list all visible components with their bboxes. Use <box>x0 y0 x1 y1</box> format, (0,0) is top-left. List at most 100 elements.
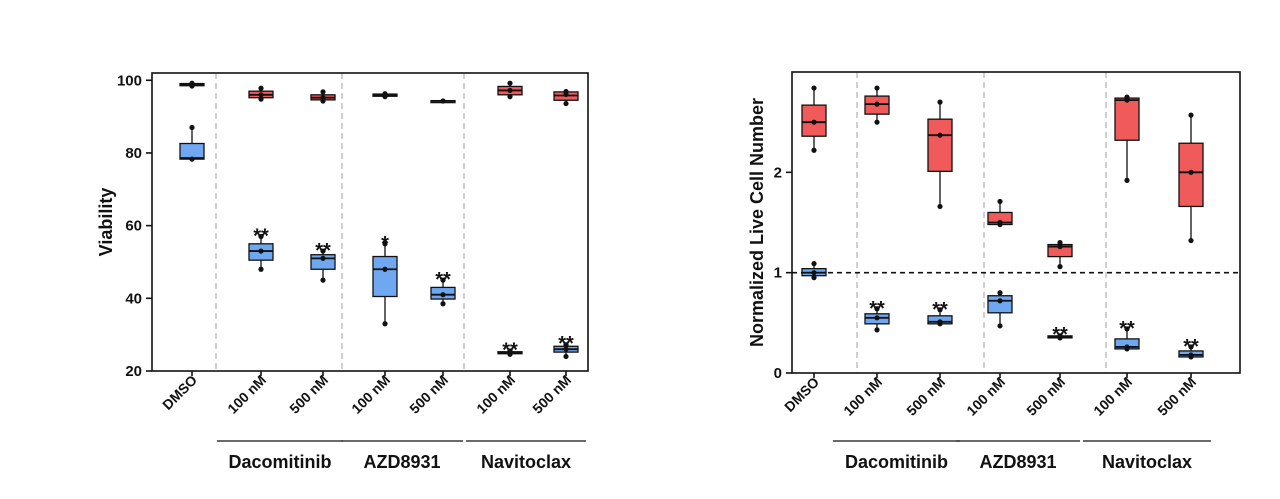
data-point <box>440 277 446 283</box>
box-blue-500nm <box>1178 344 1204 360</box>
category-label: 100 nM <box>1090 374 1135 419</box>
data-point <box>1124 177 1130 183</box>
group-label: Dacomitinib <box>845 452 948 472</box>
data-point <box>1124 94 1130 100</box>
significance-marker: ** <box>1119 318 1135 340</box>
box-body <box>372 255 398 298</box>
data-point <box>382 91 388 97</box>
box-red-100nm <box>372 91 398 100</box>
data-point <box>258 85 264 91</box>
data-point <box>874 327 880 333</box>
plot-frame <box>791 71 1241 374</box>
category-label: DMSO <box>781 374 822 415</box>
y-tick-label: 2 <box>774 164 782 181</box>
data-point <box>997 198 1003 205</box>
data-point <box>874 315 880 321</box>
significance-marker: ** <box>253 226 269 248</box>
category-label: 500 nM <box>1023 374 1068 419</box>
data-point <box>1188 169 1194 175</box>
box-red-dmso <box>801 85 827 153</box>
box-red-100nm <box>248 85 274 102</box>
y-tick-label: 60 <box>125 218 142 235</box>
data-point <box>997 323 1003 329</box>
y-tick-label: 100 <box>117 72 142 89</box>
category-label: 500 nM <box>286 372 331 417</box>
data-point <box>811 275 817 281</box>
data-point <box>1057 239 1063 246</box>
y-axis-title: Viability <box>96 188 116 257</box>
box-blue-100nm <box>987 290 1013 329</box>
data-point <box>320 248 326 254</box>
box-red-100nm <box>1114 94 1140 183</box>
data-point <box>320 89 326 95</box>
data-point <box>320 95 326 101</box>
data-point <box>811 119 817 125</box>
y-tick-label: 1 <box>774 265 782 282</box>
data-point <box>563 100 569 107</box>
box-red-500nm <box>1047 239 1073 270</box>
box-red-500nm <box>927 99 953 210</box>
data-point <box>874 101 880 107</box>
data-point <box>563 342 569 348</box>
data-point <box>1057 333 1063 339</box>
data-point <box>440 301 446 307</box>
significance-marker: ** <box>315 240 331 262</box>
box-blue-500nm <box>1047 333 1073 341</box>
y-tick-label: 20 <box>125 363 142 380</box>
data-point <box>382 241 388 247</box>
significance-marker: ** <box>435 269 451 291</box>
group-label: Dacomitinib <box>228 452 331 472</box>
data-point <box>382 266 388 272</box>
box-body <box>1114 97 1140 141</box>
data-point <box>937 307 943 313</box>
box-blue-100nm <box>1114 326 1140 352</box>
data-point <box>189 124 195 131</box>
data-point <box>563 88 569 95</box>
data-point <box>440 98 446 104</box>
chart-panel-2: 0 1 2 Normalized Live Cell Number DMSO 100 nM… <box>747 71 1241 472</box>
category-label: 100 nM <box>963 374 1008 419</box>
box-blue-500nm <box>430 277 456 307</box>
box-red-500nm <box>310 89 336 104</box>
data-point <box>563 353 569 360</box>
data-point <box>1057 243 1063 250</box>
data-point <box>1188 112 1194 118</box>
significance-marker: ** <box>1052 324 1068 346</box>
category-label: 100 nM <box>348 372 393 417</box>
group-label: Navitoclax <box>481 452 571 472</box>
data-point <box>874 119 880 125</box>
box-red-500nm <box>1178 112 1204 244</box>
box-red-500nm <box>553 88 579 107</box>
data-point <box>258 96 264 102</box>
box-blue-500nm <box>553 342 579 360</box>
significance-marker: ** <box>869 298 885 320</box>
data-point <box>258 92 264 98</box>
data-point <box>1124 326 1130 332</box>
box-red-500nm <box>430 98 456 104</box>
category-label: 500 nM <box>406 372 451 417</box>
data-point <box>937 319 943 325</box>
data-point <box>258 233 264 240</box>
data-point <box>507 80 513 86</box>
data-point <box>320 255 326 261</box>
data-point <box>1188 237 1194 244</box>
box-red-100nm <box>987 198 1013 228</box>
data-point <box>874 306 880 312</box>
category-label: 100 nM <box>473 372 518 417</box>
category-label: 100 nM <box>840 374 885 419</box>
group-label: Navitoclax <box>1102 452 1192 472</box>
box-blue-100nm <box>864 306 890 333</box>
box-blue-100nm <box>248 233 274 272</box>
y-tick-label: 40 <box>125 290 142 307</box>
data-point <box>1057 264 1063 270</box>
data-point <box>937 203 943 210</box>
data-point <box>811 85 817 91</box>
box-blue-500nm <box>927 307 953 327</box>
category-label: 500 nM <box>903 374 948 419</box>
data-point <box>937 99 943 105</box>
category-label: 500 nM <box>1154 374 1199 419</box>
box-blue-500nm <box>310 248 336 283</box>
category-label: 500 nM <box>529 372 574 417</box>
data-point <box>507 94 513 100</box>
